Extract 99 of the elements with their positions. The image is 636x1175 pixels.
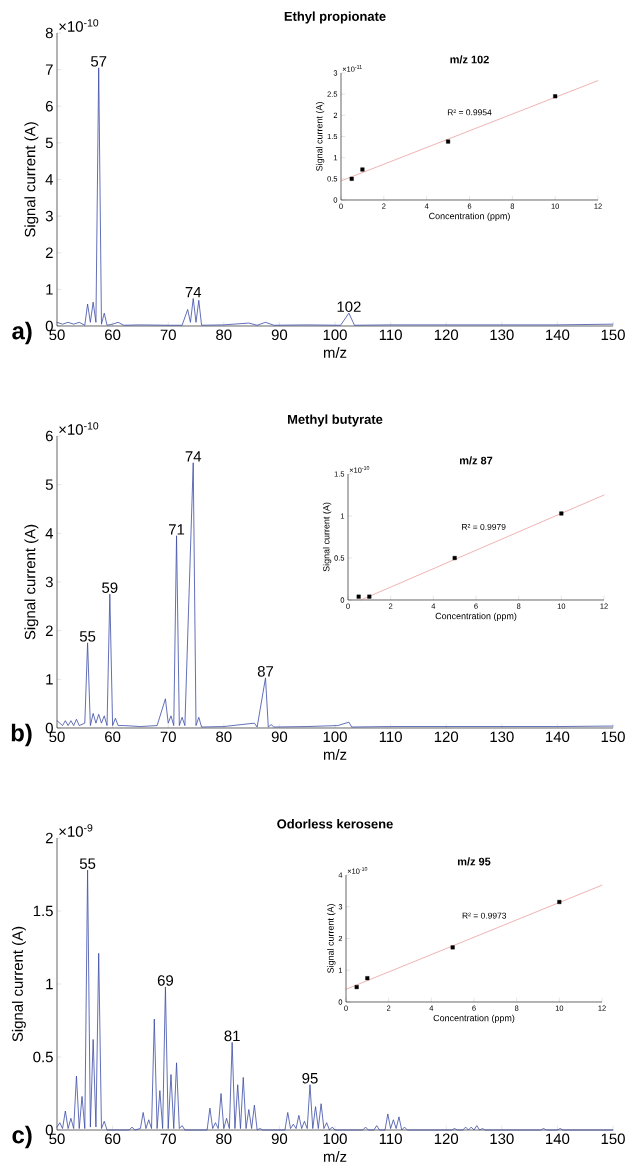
point — [354, 985, 359, 990]
annotation: 95 — [302, 1072, 318, 1084]
annotation: R² = 0.9979 — [462, 523, 506, 530]
x-tick-label: 110 — [379, 329, 402, 341]
x-tick-label: 60 — [105, 731, 121, 743]
chart-title: Methyl butyrate — [288, 414, 383, 427]
x-tick-label: 150 — [601, 731, 625, 743]
x-tick-label: 60 — [105, 329, 121, 341]
text: ×10$^{-9}$ — [59, 824, 93, 837]
y-tick-label: 3 — [45, 210, 53, 222]
x-tick-label: 110 — [379, 1133, 402, 1145]
x-tick-label: 70 — [160, 731, 176, 743]
y-tick-label: 2 — [45, 832, 53, 844]
annotation: 71 — [169, 524, 185, 535]
annotation: 59 — [102, 582, 118, 593]
x-tick-label: 100 — [323, 329, 347, 341]
x-tick-label: 150 — [601, 1133, 625, 1145]
annotation: R² = 0.9954 — [447, 109, 492, 116]
point — [349, 176, 354, 181]
annotation: 69 — [157, 975, 174, 986]
y-tick-label: 1 — [46, 978, 53, 990]
x-tick-label: 130 — [490, 1133, 514, 1145]
annotation: 87 — [257, 666, 274, 677]
y-axis-title: Signal current (A) — [11, 926, 26, 1042]
annotation: 55 — [79, 631, 96, 642]
annotation: 81 — [224, 1030, 240, 1042]
point — [446, 139, 451, 144]
point — [365, 976, 370, 981]
y-tick-label: 6 — [45, 100, 53, 112]
annotation: 74 — [185, 287, 202, 298]
y-tick-label: 5 — [45, 479, 53, 490]
point — [367, 594, 372, 599]
x-tick-label: 140 — [546, 1133, 570, 1145]
x-tick-label: 90 — [271, 1133, 288, 1145]
point — [450, 945, 455, 950]
x-tick-label: 130 — [490, 731, 514, 743]
x-tick-label: 100 — [323, 731, 347, 743]
text: a) — [12, 321, 32, 345]
x-axis-title: m/z — [323, 1150, 347, 1162]
x-tick-label: 120 — [434, 329, 459, 341]
y-axis-title: Signal current (A) — [24, 524, 39, 640]
x-tick-label: 80 — [216, 731, 232, 743]
x-tick-label: 140 — [546, 731, 570, 743]
x-axis-title: Concentration (ppm) — [433, 1014, 515, 1024]
x-tick-label: 70 — [160, 1133, 176, 1145]
y-tick-label: 3 — [45, 576, 53, 588]
annotation: 57 — [90, 56, 107, 67]
y-tick-label: 1.5 — [33, 905, 53, 917]
x-tick-label: 110 — [379, 731, 402, 743]
x-tick-label: 140 — [546, 329, 570, 341]
x-tick-label: 90 — [271, 329, 288, 341]
y-axis-title: Signal current (A) — [315, 102, 325, 171]
x-axis-title: m/z — [323, 748, 347, 760]
point — [452, 555, 457, 560]
y-tick-label: 5 — [45, 137, 53, 149]
x-tick-label: 90 — [271, 731, 288, 743]
chart-title: m/z 102 — [450, 55, 489, 64]
point — [557, 899, 562, 904]
x-tick-label: 150 — [601, 329, 625, 341]
x-axis-title: Concentration (ppm) — [429, 212, 510, 221]
chart-title: Odorless kerosene — [277, 818, 393, 829]
y-tick-label: 6 — [45, 430, 53, 442]
y-tick-label: 1 — [46, 674, 53, 685]
annotation: 74 — [185, 451, 202, 462]
x-tick-label: 70 — [160, 329, 176, 341]
y-axis-title: Signal current (A) — [322, 502, 332, 572]
y-axis-title: Signal current (A) — [24, 122, 39, 237]
chart-title: Ethyl propionate — [284, 11, 386, 24]
x-axis-title: Concentration (ppm) — [435, 612, 517, 621]
text: c) — [12, 1125, 32, 1149]
x-axis-title: m/z — [323, 346, 347, 358]
x-tick-label: 80 — [216, 1133, 232, 1145]
x-tick-label: 80 — [216, 329, 232, 341]
y-tick-label: 1 — [46, 284, 53, 295]
x-tick-label: 130 — [490, 329, 514, 341]
y-tick-label: 4 — [45, 174, 54, 185]
chart-title: m/z 95 — [457, 857, 491, 866]
y-tick-label: 8 — [45, 27, 53, 39]
x-tick-label: 100 — [323, 1133, 347, 1145]
text: ×10$^{-10}$ — [59, 19, 99, 32]
y-tick-label: 2 — [45, 247, 53, 258]
x-tick-label: 120 — [434, 1133, 459, 1145]
text: b) — [11, 723, 32, 747]
annotation: R² = 0.9973 — [462, 912, 507, 919]
chart-title: m/z 87 — [459, 456, 493, 465]
point — [356, 594, 361, 599]
point — [360, 167, 365, 172]
y-tick-label: 0.5 — [33, 1051, 53, 1063]
point — [559, 511, 564, 516]
point — [553, 94, 558, 99]
text: ×10$^{-10}$ — [59, 422, 99, 435]
y-tick-label: 4 — [45, 528, 54, 539]
x-tick-label: 120 — [434, 731, 459, 743]
y-axis-title: Signal current (A) — [327, 904, 336, 973]
annotation: 55 — [79, 858, 96, 869]
y-tick-label: 2 — [45, 625, 53, 636]
x-tick-label: 60 — [105, 1133, 121, 1145]
annotation: 102 — [337, 301, 361, 312]
y-tick-label: 7 — [45, 64, 53, 75]
